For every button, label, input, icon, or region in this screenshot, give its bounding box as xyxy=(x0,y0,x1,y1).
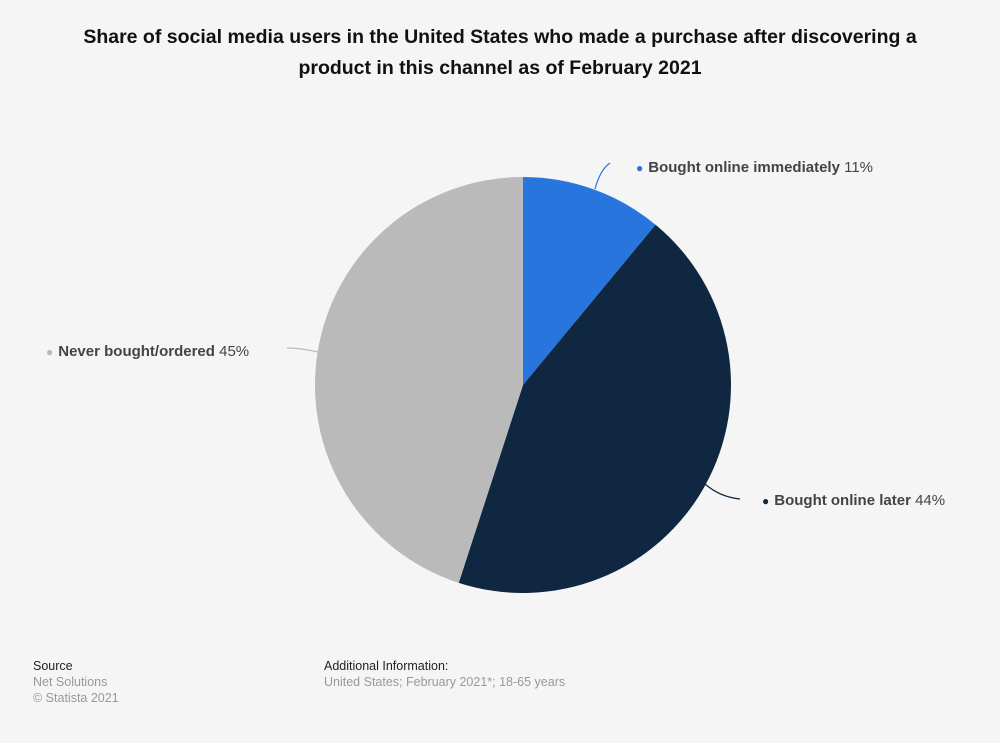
source-heading: Source xyxy=(33,659,73,673)
connector-line-0 xyxy=(594,162,611,190)
copyright: © Statista 2021 xyxy=(33,691,119,705)
slice-label-1: ● Bought online later 44% xyxy=(762,492,946,509)
info-heading: Additional Information: xyxy=(324,659,449,673)
source-name[interactable]: Net Solutions xyxy=(33,675,108,689)
info-text: United States; February 2021*; 18-65 yea… xyxy=(324,675,566,689)
connector-line-2 xyxy=(286,347,319,353)
pie-slice-1[interactable] xyxy=(458,224,731,594)
slice-label-0: ● Bought online immediately 11% xyxy=(636,159,874,176)
pie-slice-2[interactable] xyxy=(315,177,523,583)
chart-title: Share of social media users in the Unite… xyxy=(83,26,917,79)
slice-label-2: ● Never bought/ordered 45% xyxy=(46,343,250,360)
additional-info: Additional Information: United States; F… xyxy=(324,658,565,690)
connector-line-1 xyxy=(704,483,741,500)
pie-slice-0[interactable] xyxy=(523,177,656,385)
source-block: Source Net Solutions © Statista 2021 xyxy=(33,658,119,706)
